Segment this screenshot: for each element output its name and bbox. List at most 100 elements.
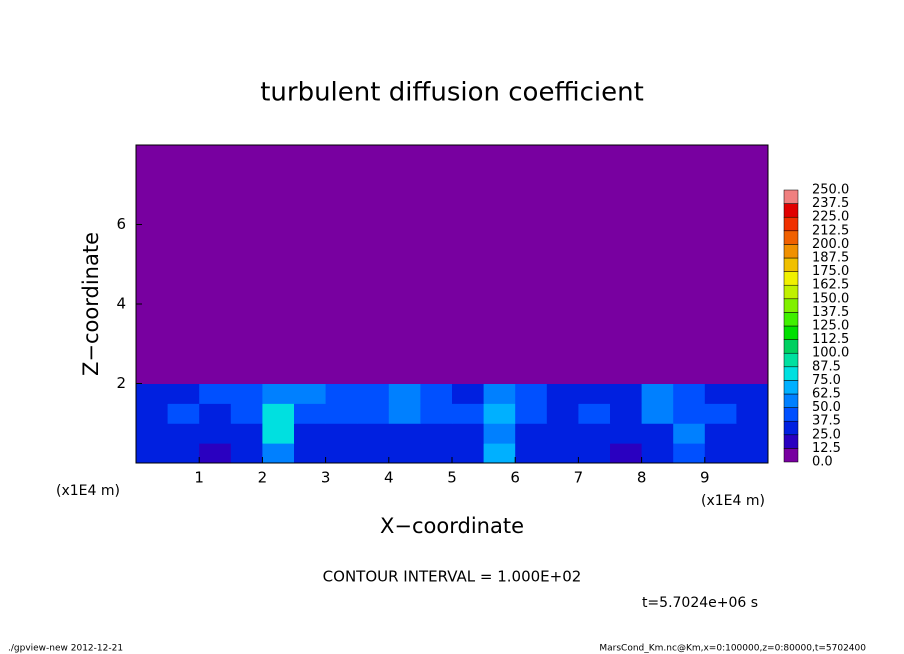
heat-cell bbox=[704, 423, 737, 444]
heat-cell bbox=[262, 383, 295, 404]
heat-cell bbox=[199, 403, 232, 424]
colorbar-label: 150.0 bbox=[812, 291, 849, 306]
x-tick-label: 1 bbox=[194, 469, 204, 487]
heat-cell bbox=[325, 145, 358, 384]
colorbar-label: 225.0 bbox=[812, 210, 849, 225]
heat-cell bbox=[420, 145, 453, 384]
heat-cell bbox=[610, 403, 643, 424]
heat-cell bbox=[388, 423, 421, 444]
colorbar-swatch bbox=[783, 420, 799, 436]
heat-cell bbox=[420, 383, 453, 404]
heat-cell bbox=[610, 423, 643, 444]
heat-cell bbox=[294, 145, 327, 384]
heat-cell bbox=[357, 403, 390, 424]
x-tick-label: 3 bbox=[321, 469, 331, 487]
heat-cell bbox=[420, 443, 453, 464]
heat-cell bbox=[262, 423, 295, 444]
heat-cell bbox=[673, 145, 706, 384]
heat-cell bbox=[199, 443, 232, 464]
heat-cell bbox=[420, 423, 453, 444]
heat-cell bbox=[452, 443, 485, 464]
heat-cell bbox=[167, 145, 200, 384]
y-tick-label: 6 bbox=[116, 215, 126, 233]
heat-cell bbox=[610, 383, 643, 404]
x-tick-label: 5 bbox=[447, 469, 457, 487]
colorbar-label: 137.5 bbox=[812, 305, 849, 320]
colorbar-swatch bbox=[783, 257, 799, 272]
heat-cell bbox=[388, 383, 421, 404]
heat-cell bbox=[325, 423, 358, 444]
colorbar-swatch bbox=[783, 203, 799, 218]
colorbar-swatch bbox=[783, 189, 799, 204]
heat-cell bbox=[452, 403, 485, 424]
colorbar-swatch bbox=[783, 271, 799, 286]
heat-cell bbox=[673, 403, 706, 424]
heat-cell bbox=[641, 145, 674, 384]
heat-cell bbox=[452, 423, 485, 444]
heat-cell bbox=[136, 145, 169, 384]
heat-cell bbox=[578, 145, 611, 384]
colorbar-swatch bbox=[783, 339, 799, 354]
colorbar-label: 162.5 bbox=[812, 278, 849, 293]
heat-cell bbox=[641, 443, 674, 464]
heat-cell bbox=[546, 383, 579, 404]
heat-cell bbox=[610, 145, 643, 384]
heat-cell bbox=[325, 403, 358, 424]
colorbar-label: 87.5 bbox=[812, 359, 841, 374]
heat-cell bbox=[325, 443, 358, 464]
heat-cell bbox=[483, 403, 516, 424]
y-axis-label: Z−coordinate bbox=[79, 232, 103, 376]
heat-cell bbox=[294, 443, 327, 464]
chart-title: turbulent diffusion coefficient bbox=[260, 78, 644, 108]
colorbar-label: 25.0 bbox=[812, 427, 841, 442]
heat-cell bbox=[230, 383, 263, 404]
heat-cell bbox=[136, 403, 169, 424]
colorbar-label: 250.0 bbox=[812, 183, 849, 198]
heat-cell bbox=[641, 423, 674, 444]
heat-cell bbox=[167, 383, 200, 404]
colorbar-label: 62.5 bbox=[812, 387, 841, 402]
heat-cell bbox=[167, 403, 200, 424]
x-tick-label: 8 bbox=[637, 469, 647, 487]
heat-cell bbox=[452, 145, 485, 384]
colorbar-swatch bbox=[783, 298, 799, 313]
x-tick-label: 4 bbox=[384, 469, 394, 487]
colorbar-swatch bbox=[783, 284, 799, 300]
heat-cell bbox=[262, 443, 295, 464]
heat-cell bbox=[199, 145, 232, 384]
heat-cell bbox=[230, 403, 263, 424]
heat-cell bbox=[167, 423, 200, 444]
heat-cell bbox=[294, 383, 327, 404]
heat-cell bbox=[483, 383, 516, 404]
heat-cell bbox=[641, 403, 674, 424]
heat-cell bbox=[357, 423, 390, 444]
colorbar-swatch bbox=[783, 216, 799, 232]
heat-cell bbox=[704, 443, 737, 464]
heat-cell bbox=[167, 443, 200, 464]
heat-cell bbox=[578, 403, 611, 424]
heat-cell bbox=[388, 403, 421, 424]
heat-cell bbox=[673, 423, 706, 444]
heat-cell bbox=[610, 443, 643, 464]
colorbar-label: 175.0 bbox=[812, 264, 849, 279]
colorbar-label: 212.5 bbox=[812, 223, 849, 238]
colorbar-label: 112.5 bbox=[812, 332, 849, 347]
heat-cell bbox=[546, 443, 579, 464]
heat-cell bbox=[136, 423, 169, 444]
heat-cell bbox=[136, 443, 169, 464]
heat-cell bbox=[388, 145, 421, 384]
heat-cell bbox=[673, 443, 706, 464]
colorbar-label: 12.5 bbox=[812, 441, 841, 456]
colorbar-swatch bbox=[783, 366, 799, 381]
colorbar-label: 237.5 bbox=[812, 196, 849, 211]
heat-cell bbox=[736, 383, 769, 404]
heat-cell bbox=[704, 145, 737, 384]
y-tick-label: 2 bbox=[116, 374, 126, 392]
colorbar-swatch bbox=[783, 244, 799, 259]
footer-left: ./gpview-new 2012-12-21 bbox=[8, 644, 123, 654]
heat-cell bbox=[546, 403, 579, 424]
colorbar-label: 50.0 bbox=[812, 400, 841, 415]
heat-cell bbox=[357, 383, 390, 404]
heat-cell bbox=[546, 423, 579, 444]
heat-cell bbox=[578, 443, 611, 464]
